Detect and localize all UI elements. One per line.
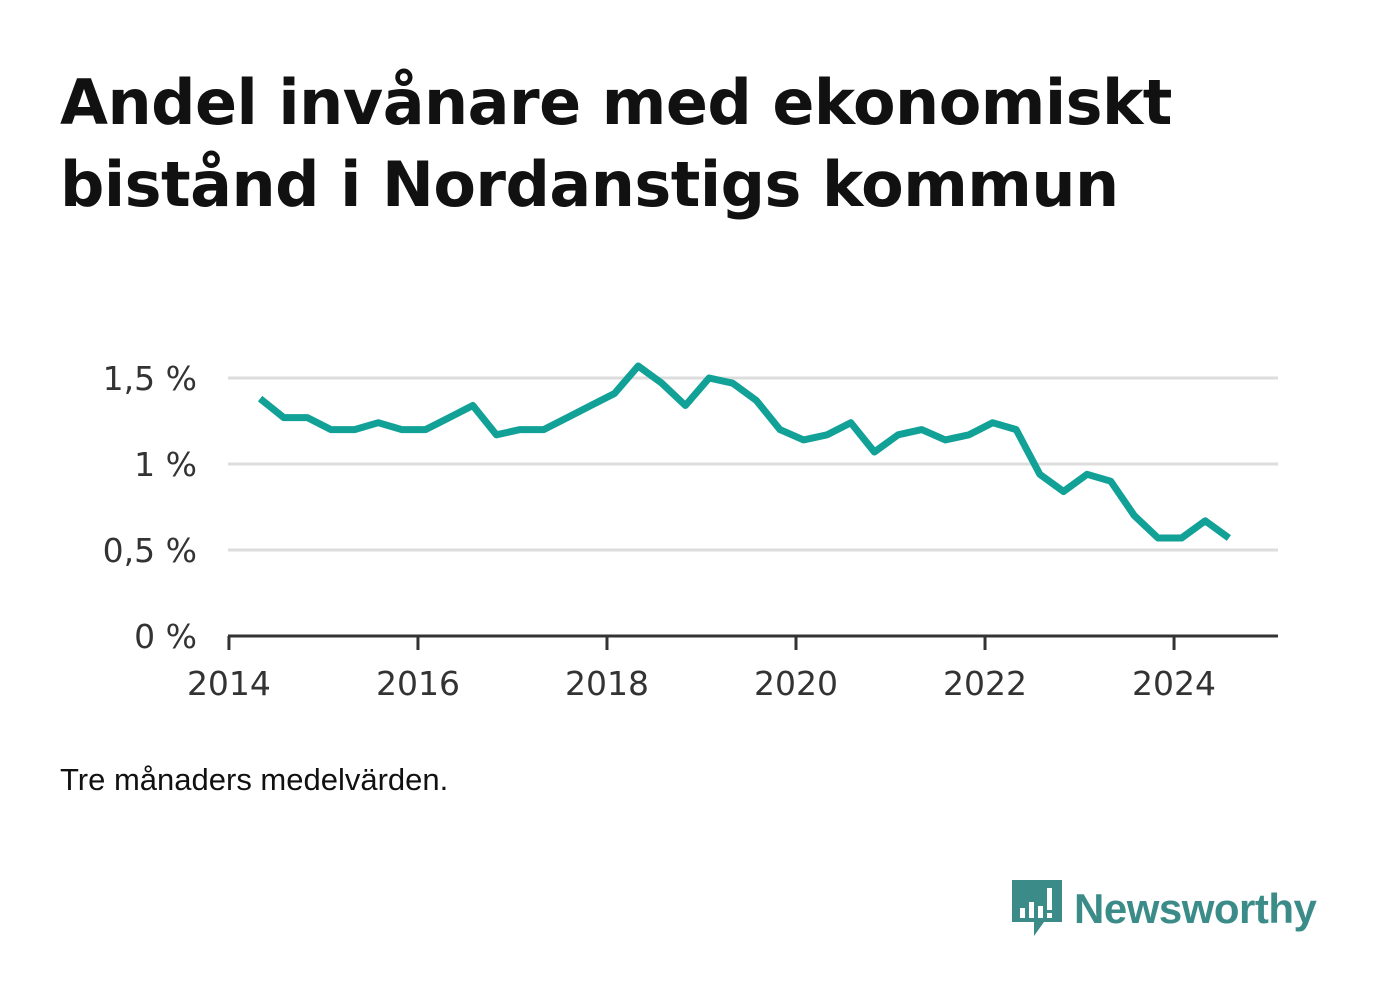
x-tick-label: 2024 — [1132, 664, 1216, 703]
chart-title-line-2: bistånd i Nordanstigs kommun — [60, 148, 1119, 221]
grid-lines — [228, 376, 1278, 552]
y-tick-label: 0 % — [134, 617, 197, 656]
x-tick-label: 2014 — [187, 664, 271, 703]
x-tick-label: 2020 — [754, 664, 838, 703]
chart-note: Tre månaders medelvärden. — [60, 762, 449, 797]
y-axis-tick-labels: 0 % 0,5 % 1 % 1,5 % — [103, 359, 197, 656]
x-tick-label: 2018 — [565, 664, 649, 703]
series-line — [257, 362, 1231, 542]
y-tick-label: 1 % — [134, 445, 197, 484]
chart-title: Andel invånare med ekonomiskt bistånd i … — [60, 62, 1260, 226]
brand-name: Newsworthy — [1074, 885, 1317, 932]
series-group — [257, 362, 1231, 542]
x-axis: 2014 2016 2018 2020 2022 2024 — [187, 634, 1278, 703]
x-tick-label: 2016 — [376, 664, 460, 703]
x-tick-label: 2022 — [943, 664, 1027, 703]
brand-logo: Newsworthy — [1010, 878, 1317, 940]
y-tick-label: 1,5 % — [103, 359, 197, 398]
newsworthy-logo-icon — [1012, 880, 1062, 936]
y-tick-label: 0,5 % — [103, 531, 197, 570]
chart-title-line-1: Andel invånare med ekonomiskt — [60, 66, 1172, 139]
